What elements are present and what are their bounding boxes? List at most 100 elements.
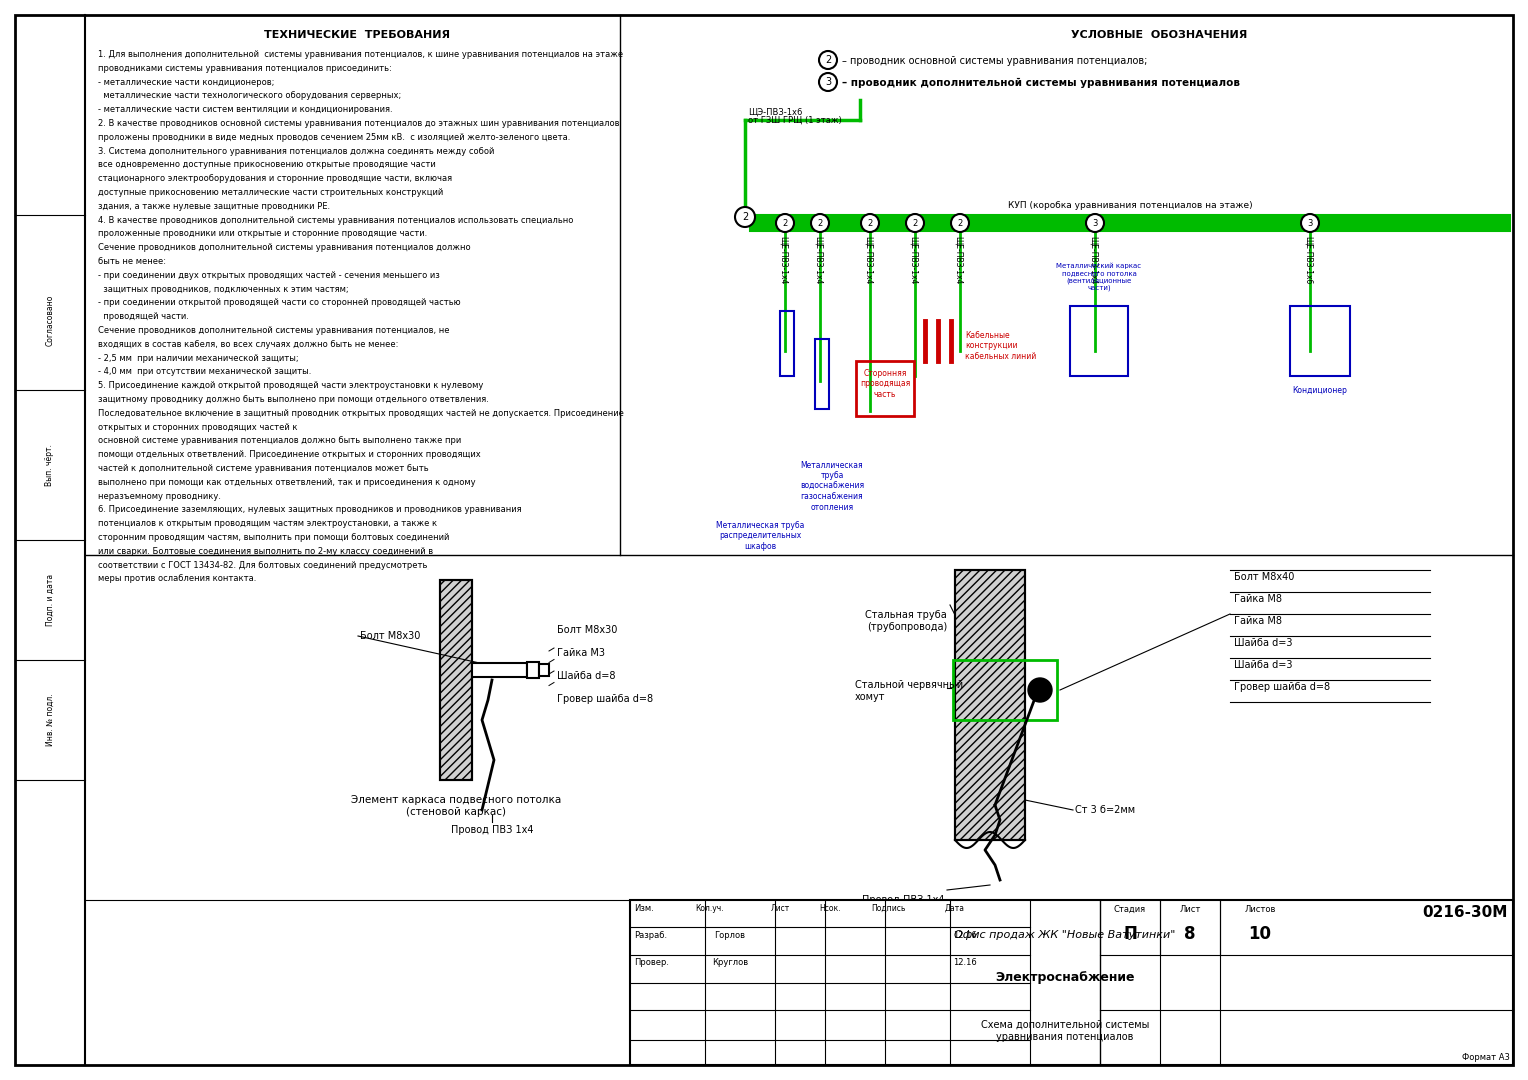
Text: 1. Для выполнения дополнительной  системы уравнивания потенциалов, к шине уравни: 1. Для выполнения дополнительной системы…: [98, 50, 623, 59]
Text: ЩЕ-ПВЗ-1х4: ЩЕ-ПВЗ-1х4: [814, 237, 824, 284]
Circle shape: [735, 207, 755, 227]
Text: 2. В качестве проводников основной системы уравнивания потенциалов до этажных ши: 2. В качестве проводников основной систе…: [98, 119, 619, 129]
Text: – проводник дополнительной системы уравнивания потенциалов: – проводник дополнительной системы уравн…: [842, 78, 1241, 89]
Text: 3: 3: [1308, 218, 1313, 228]
Text: Дата: Дата: [944, 904, 966, 913]
Text: 3: 3: [1093, 218, 1097, 228]
Text: Ст 3 б=2мм: Ст 3 б=2мм: [1076, 805, 1135, 815]
Text: Офис продаж ЖК "Новые Ватутинки": Офис продаж ЖК "Новые Ватутинки": [955, 930, 1175, 940]
Circle shape: [811, 214, 830, 232]
Text: выполнено при помощи как отдельных ответвлений, так и присоединения к одному: выполнено при помощи как отдельных ответ…: [98, 477, 475, 487]
Text: Металлический каркас
подвесного потолка
(вентиляционные
части): Металлический каркас подвесного потолка …: [1056, 262, 1141, 291]
Text: Гайка М3: Гайка М3: [558, 648, 605, 658]
Text: 6. Присоединение заземляющих, нулевых защитных проводников и проводников уравнив: 6. Присоединение заземляющих, нулевых за…: [98, 505, 521, 514]
Text: проложенные проводники или открытые и сторонние проводящие части.: проложенные проводники или открытые и ст…: [98, 229, 428, 239]
Text: 2: 2: [958, 218, 963, 228]
Text: 2: 2: [868, 218, 872, 228]
Text: Лист: Лист: [770, 904, 790, 913]
Text: открытых и сторонних проводящих частей к: открытых и сторонних проводящих частей к: [98, 422, 298, 432]
Circle shape: [819, 73, 837, 91]
Text: - 2,5 мм  при наличии механической защиты;: - 2,5 мм при наличии механической защиты…: [98, 353, 298, 363]
Text: Шайба d=3: Шайба d=3: [1235, 638, 1293, 648]
Bar: [630, 900, 1513, 1065]
Text: Подп. и дата: Подп. и дата: [46, 573, 55, 626]
Text: Сторонняя
проводящая
часть: Сторонняя проводящая часть: [860, 369, 911, 399]
Text: 2: 2: [743, 212, 749, 222]
Text: Листов: Листов: [1244, 905, 1276, 914]
Text: Кондиционер: Кондиционер: [1293, 386, 1348, 395]
Text: 8: 8: [1184, 924, 1196, 943]
Text: Кабельные
конструкции
кабельных линий: Кабельные конструкции кабельных линий: [966, 330, 1036, 361]
Text: – проводник основной системы уравнивания потенциалов;: – проводник основной системы уравнивания…: [842, 56, 1148, 66]
Text: Металлическая труба
распределительных
шкафов: Металлическая труба распределительных шк…: [715, 521, 804, 551]
Bar: [953, 660, 1057, 720]
Bar: [472, 663, 527, 677]
Text: Шайба d=8: Шайба d=8: [558, 671, 616, 681]
Text: ЩЕ-ПВЗ-1х4: ЩЕ-ПВЗ-1х4: [863, 237, 872, 284]
Text: П: П: [1123, 924, 1137, 943]
Text: частей к дополнительной системе уравнивания потенциалов может быть: частей к дополнительной системе уравнива…: [98, 464, 429, 473]
Text: Вып. чёрт.: Вып. чёрт.: [46, 444, 55, 486]
Circle shape: [1086, 214, 1105, 232]
Text: Провер.: Провер.: [634, 958, 669, 967]
Bar: [539, 664, 549, 676]
Circle shape: [906, 214, 924, 232]
Text: 3: 3: [825, 77, 831, 87]
Bar: [779, 311, 795, 376]
Text: основной системе уравнивания потенциалов должно быть выполнено также при: основной системе уравнивания потенциалов…: [98, 436, 461, 445]
Bar: [814, 339, 830, 409]
Bar: [440, 580, 472, 780]
Text: - металлические части кондиционеров;: - металлические части кондиционеров;: [98, 78, 275, 86]
Text: Схема дополнительной системы
уравнивания потенциалов: Схема дополнительной системы уравнивания…: [981, 1020, 1149, 1041]
Text: ЩЕ-ПВЗ-1х4: ЩЕ-ПВЗ-1х4: [909, 237, 918, 284]
Text: УСЛОВНЫЕ  ОБОЗНАЧЕНИЯ: УСЛОВНЫЕ ОБОЗНАЧЕНИЯ: [1071, 30, 1247, 40]
Text: - при соединении открытой проводящей части со сторонней проводящей частью: - при соединении открытой проводящей час…: [98, 298, 460, 308]
Text: Нсок.: Нсок.: [819, 904, 840, 913]
Text: Гровер шайба d=8: Гровер шайба d=8: [1235, 681, 1331, 692]
Text: Лист: Лист: [1180, 905, 1201, 914]
Text: потенциалов к открытым проводящим частям электроустановки, а также к: потенциалов к открытым проводящим частям…: [98, 519, 437, 528]
Text: 5. Присоединение каждой открытой проводящей части электроустановки к нулевому: 5. Присоединение каждой открытой проводя…: [98, 381, 483, 390]
Text: ЩЕ-ПВЗ-1х4: ЩЕ-ПВЗ-1х4: [953, 237, 963, 284]
Text: Формат А3: Формат А3: [1462, 1053, 1510, 1062]
Bar: [750, 215, 1510, 231]
Text: Болт М8х30: Болт М8х30: [361, 631, 420, 642]
Text: быть не менее:: быть не менее:: [98, 257, 167, 266]
Text: Кол.уч.: Кол.уч.: [695, 904, 724, 913]
Text: Сечение проводников дополнительной системы уравнивания потенциалов должно: Сечение проводников дополнительной систе…: [98, 243, 471, 253]
Text: Электроснабжение: Электроснабжение: [995, 972, 1135, 985]
Text: Металлическая
труба
водоснабжения
газоснабжения
отопления: Металлическая труба водоснабжения газосн…: [801, 461, 863, 512]
Text: 3. Система дополнительного уравнивания потенциалов должна соединять между собой: 3. Система дополнительного уравнивания п…: [98, 147, 495, 156]
Bar: [955, 570, 1025, 840]
Text: - металлические части систем вентиляции и кондиционирования.: - металлические части систем вентиляции …: [98, 105, 393, 114]
Text: здания, а также нулевые защитные проводники РЕ.: здания, а также нулевые защитные проводн…: [98, 202, 330, 211]
Text: Элемент каркаса подвесного потолка
(стеновой каркас): Элемент каркаса подвесного потолка (стен…: [351, 795, 561, 816]
Text: защитных проводников, подключенных к этим частям;: защитных проводников, подключенных к эти…: [98, 285, 348, 294]
Text: Горлов: Горлов: [715, 931, 746, 940]
Text: 2: 2: [825, 55, 831, 65]
Text: 4. В качестве проводников дополнительной системы уравнивания потенциалов использ: 4. В качестве проводников дополнительной…: [98, 216, 573, 225]
Bar: [955, 570, 1025, 840]
Bar: [1290, 306, 1351, 376]
Text: проводящей части.: проводящей части.: [98, 312, 189, 321]
Text: 0216-30М: 0216-30М: [1423, 905, 1508, 920]
Text: Гровер шайба d=8: Гровер шайба d=8: [558, 694, 652, 704]
Bar: [527, 662, 539, 678]
Text: Согласовано: Согласовано: [46, 295, 55, 346]
Text: сторонним проводящим частям, выполнить при помощи болтовых соединений: сторонним проводящим частям, выполнить п…: [98, 534, 449, 542]
Text: - 4,0 мм  при отсутствии механической защиты.: - 4,0 мм при отсутствии механической защ…: [98, 367, 312, 377]
Text: Болт М8х30: Болт М8х30: [558, 625, 617, 635]
Circle shape: [950, 214, 969, 232]
Text: Болт М8х40: Болт М8х40: [1235, 572, 1294, 582]
Text: Последовательное включение в защитный проводник открытых проводящих частей не до: Последовательное включение в защитный пр…: [98, 409, 623, 418]
Text: металлические части технологического оборудования серверных;: металлические части технологического обо…: [98, 92, 402, 100]
Bar: [440, 580, 472, 780]
Text: - при соединении двух открытых проводящих частей - сечения меньшего из: - при соединении двух открытых проводящи…: [98, 271, 440, 280]
Text: 12.16: 12.16: [953, 958, 976, 967]
Text: ЩЕ-ПВЗ-1х4: ЩЕ-ПВЗ-1х4: [1089, 237, 1099, 284]
Bar: [1070, 306, 1128, 376]
Text: стационарного электрооборудования и сторонние проводящие части, включая: стационарного электрооборудования и стор…: [98, 174, 452, 184]
Text: 2: 2: [817, 218, 822, 228]
Text: Круглов: Круглов: [712, 958, 749, 967]
Text: 2: 2: [782, 218, 787, 228]
